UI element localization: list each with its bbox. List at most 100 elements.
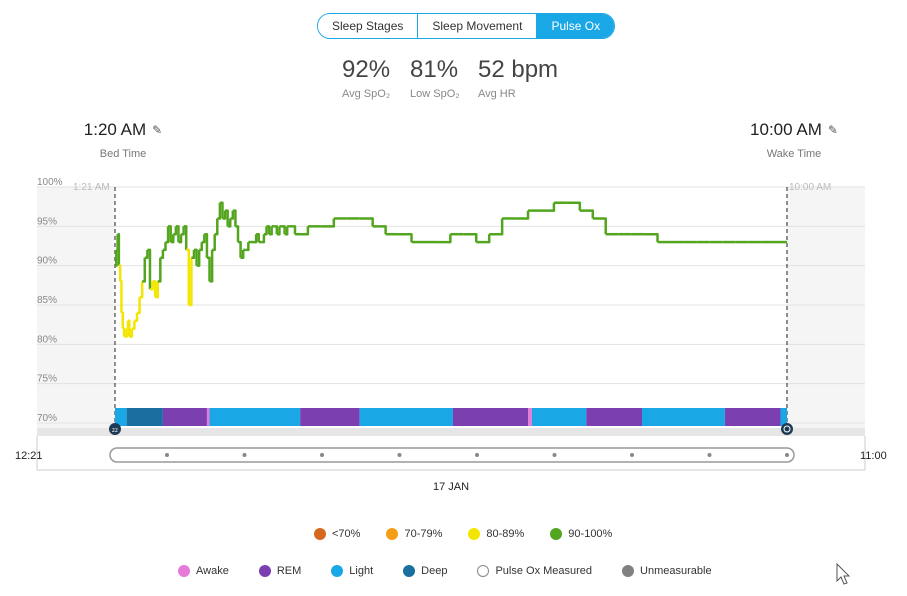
spo2-line-segment (139, 281, 144, 299)
legend-item-rem: REM (258, 565, 302, 577)
spo2-line-segment (149, 281, 154, 291)
spo2-line-segment (284, 226, 289, 236)
sleep-stage-segment (724, 408, 781, 426)
timeline-dot (630, 453, 634, 457)
legend-label: REM (276, 565, 302, 577)
spo2-line-segment (489, 218, 504, 236)
avg-hr-label: Avg HR (478, 88, 516, 100)
spo2-line-segment (155, 281, 159, 299)
legend-label: 80-89% (486, 528, 525, 540)
timeline-dot (785, 453, 789, 457)
wake-time-value: 10:00 AM (750, 120, 822, 139)
timeline-dot (320, 453, 324, 457)
bed-time-value: 1:20 AM (83, 120, 147, 139)
spo2-line-segment (116, 234, 119, 252)
spo2-line-segment (144, 249, 149, 260)
legend-label: Awake (196, 565, 229, 577)
legend-item-80-89: 80-89% (468, 528, 524, 540)
sleep-stage-segment (115, 408, 127, 426)
pulse-ox-chart: 100% 95% 90% 85% 80% 75% 70% 1:21 AM 10:00 AM zz… (15, 177, 887, 493)
sleep-stage-segment (780, 408, 787, 426)
timeline-dot (242, 453, 247, 457)
spo2-line-segment (274, 225, 279, 235)
spo2-line-segment (592, 217, 607, 235)
legend-item-lt70: <70% (314, 528, 360, 540)
timeline-dot (165, 453, 169, 457)
timeline-start-label: 12:21 (15, 450, 43, 462)
spo2-line-segment (175, 225, 180, 243)
sleep-stage-segment (452, 408, 529, 426)
timeline-dot (475, 453, 479, 457)
legend-swatch (331, 565, 344, 577)
marker-circle (109, 423, 121, 435)
legend-label: Deep (421, 565, 448, 577)
avg-spo2-label: Avg SpO₂ (342, 88, 391, 100)
legend-label: Light (349, 565, 374, 577)
spo2-line-segment (162, 242, 167, 252)
spo2-line-segment (398, 232, 413, 243)
y-tick-label: 95% (37, 216, 57, 227)
y-tick-label: 90% (37, 256, 57, 267)
alarm-clock-glyph (783, 425, 791, 433)
timeline-scrubber[interactable] (109, 447, 795, 463)
sleep-stage-segment (641, 408, 725, 426)
legend-swatch (550, 528, 563, 540)
spo2-line-segment (121, 311, 125, 329)
spo2-line-segment (463, 232, 478, 243)
sleep-stage-segment (586, 408, 642, 426)
y-tick-label: 80% (37, 334, 57, 345)
pre-bed-shade (37, 187, 115, 434)
y-tick-label: 75% (37, 374, 57, 385)
timeline-dot (397, 453, 402, 457)
spo2-line-segment (579, 209, 595, 219)
legend-item-70-79: 70-79% (386, 528, 442, 540)
timeline-end-label: 11:00 (860, 450, 887, 462)
legend-label: 90-100% (568, 528, 613, 540)
legend-swatch (386, 528, 399, 540)
post-wake-shade (787, 187, 865, 434)
tab-pulse-ox[interactable]: Pulse Ox (537, 14, 615, 38)
y-tick-label: 100% (37, 177, 63, 188)
legend-swatch (258, 565, 271, 577)
spo2-line-segment (125, 328, 128, 338)
spo2-line-segment (160, 249, 165, 260)
spo2-line-segment (137, 297, 141, 315)
spo2-line-segment (115, 249, 118, 267)
spo2-line-segment (173, 226, 178, 236)
spo2-line-segment (476, 234, 491, 244)
spo2-line-segment (168, 225, 172, 243)
spo2-line-segment (186, 248, 191, 305)
spo2-line-segment (240, 249, 245, 260)
bed-time-label: Bed Time (99, 148, 147, 160)
pencil-icon[interactable]: ✎ (152, 123, 163, 137)
tab-sleep-stages[interactable]: Sleep Stages (318, 14, 419, 38)
timeline-dot (707, 453, 712, 457)
spo2-line-segment (188, 257, 193, 307)
legend-item-light: Light (331, 565, 373, 577)
spo2-line-segment (120, 280, 123, 313)
spo2-line-segment (204, 232, 209, 258)
spo2-line-segment (292, 225, 297, 235)
spo2-line-segment (219, 201, 224, 219)
spo2-line-segment (191, 249, 196, 260)
legend-item-pulse-ox-measured: Pulse Ox Measured (477, 565, 592, 577)
spo2-line-segment (372, 225, 387, 235)
sleep-stage-segment (359, 408, 453, 426)
avg-spo2-stat: 92% Avg SpO₂ (342, 56, 390, 100)
spo2-line-segment (178, 234, 183, 244)
spo2-line-segment (118, 264, 122, 282)
spo2-line-segment (437, 234, 452, 244)
spo2-line-segment (181, 226, 185, 236)
spo2-line-segment (126, 320, 130, 330)
stage-bar-base (37, 428, 865, 436)
spo2-line-segment (238, 240, 242, 258)
sleep-stage-segment (300, 408, 360, 426)
spo2-line-segment (230, 210, 235, 220)
pencil-icon[interactable]: ✎ (827, 123, 838, 137)
sleep-stage-segment (162, 408, 207, 426)
spo2-line-segment (232, 209, 237, 227)
spo2-line-segment (147, 248, 152, 290)
spo2-line-segment (225, 209, 229, 227)
tab-sleep-movement[interactable]: Sleep Movement (418, 14, 538, 38)
wake-time-box: 10:00 AM ✎ Wake Time (746, 120, 842, 160)
